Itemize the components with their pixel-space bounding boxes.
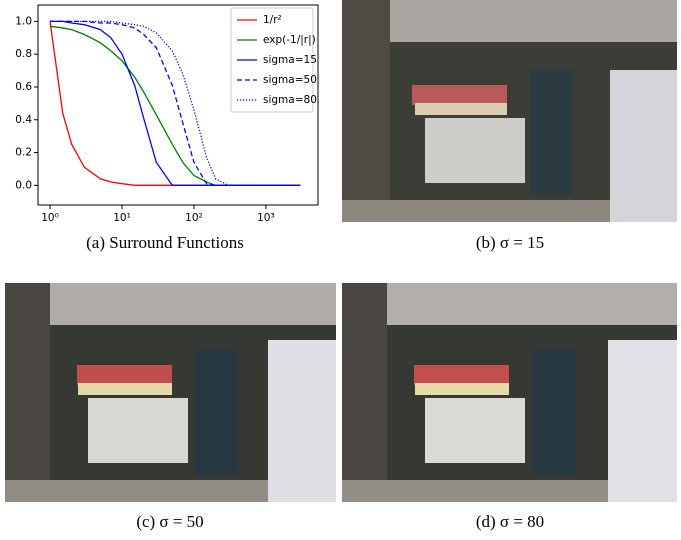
x-tick-label: 10¹: [113, 212, 131, 224]
plot: 10⁰ 10¹ 10² 10³ 0.0 0.2 0.4 0.6 0.8 1.0 1/r² exp(-1…: [15, 4, 319, 224]
series-line: [50, 20, 301, 186]
legend-box: [230, 7, 314, 113]
caption: (b) σ = 15: [476, 233, 544, 252]
photo-b: [342, 0, 677, 222]
legend-label: 1/r²: [263, 14, 282, 26]
caption: (c) σ = 50: [136, 512, 203, 531]
caption: (d) σ = 80: [476, 512, 544, 531]
y-tick-label: 0.6: [15, 81, 32, 93]
photo-d: [342, 283, 677, 502]
legend-label: exp(-1/|r|): [263, 34, 316, 46]
y-tick-label: 1.0: [15, 15, 32, 27]
x-tick-label: 10⁰: [41, 212, 59, 224]
legend-label: sigma=80: [263, 94, 317, 106]
caption: (a) Surround Functions: [86, 233, 244, 252]
legend: 1/r² exp(-1/|r|) sigma=15 sigma=50 sigma=80: [230, 7, 317, 113]
legend-label: sigma=50: [263, 74, 317, 86]
series-line: [50, 20, 301, 186]
y-tick-label: 0.8: [15, 48, 32, 60]
legend-label: sigma=15: [263, 54, 317, 66]
photo-c: [5, 283, 336, 502]
y-tick-label: 0.4: [15, 114, 32, 126]
y-tick-label: 0.2: [15, 147, 32, 159]
y-tick-label: 0.0: [15, 179, 32, 191]
axes-frame: [37, 4, 319, 206]
x-tick-label: 10²: [185, 212, 203, 224]
series-line: [50, 20, 301, 186]
x-tick-label: 10³: [257, 212, 275, 224]
